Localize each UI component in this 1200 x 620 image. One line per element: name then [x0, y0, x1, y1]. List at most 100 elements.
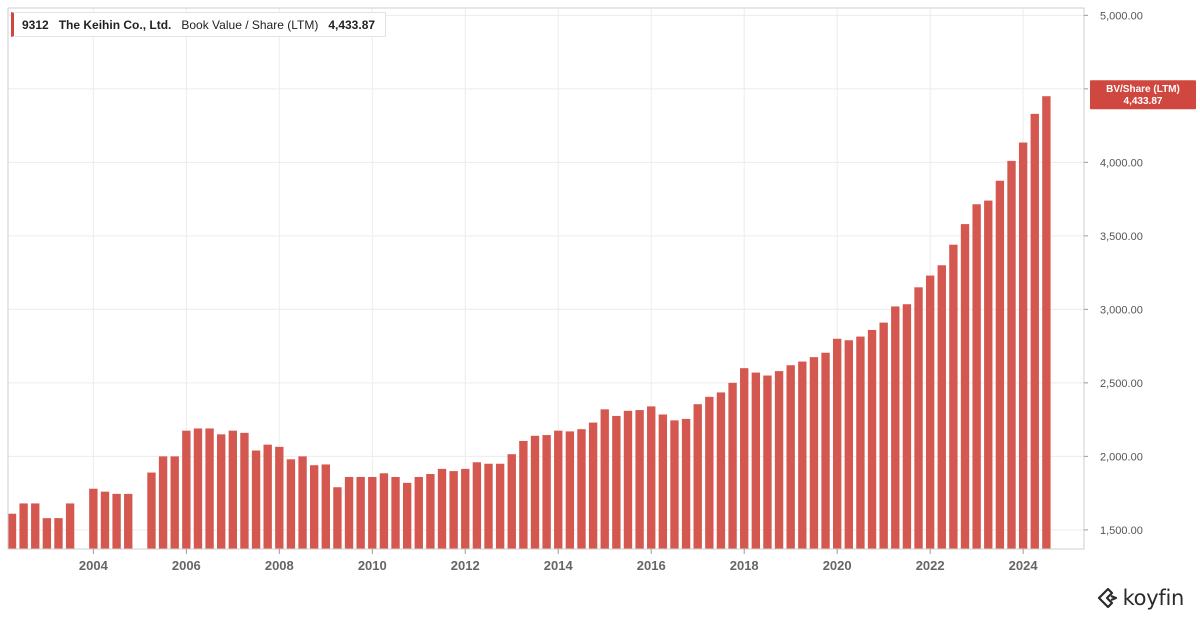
bar[interactable]: [89, 488, 98, 549]
bar[interactable]: [821, 352, 830, 549]
bar[interactable]: [31, 503, 40, 549]
bar[interactable]: [263, 444, 272, 549]
bar[interactable]: [565, 431, 575, 549]
bar[interactable]: [763, 375, 772, 549]
bar[interactable]: [42, 518, 52, 549]
bar[interactable]: [240, 432, 249, 549]
bar[interactable]: [914, 287, 923, 549]
bar[interactable]: [484, 463, 493, 549]
bar[interactable]: [275, 446, 284, 549]
bar[interactable]: [1018, 142, 1028, 549]
bar[interactable]: [751, 372, 761, 549]
bar[interactable]: [716, 392, 726, 549]
bar[interactable]: [217, 434, 226, 549]
bar[interactable]: [1030, 113, 1039, 549]
bar[interactable]: [623, 410, 633, 549]
bar[interactable]: [705, 396, 714, 549]
bar[interactable]: [937, 265, 946, 549]
bar[interactable]: [879, 322, 888, 549]
bar[interactable]: [530, 435, 540, 549]
bar[interactable]: [984, 200, 993, 550]
bar[interactable]: [54, 518, 63, 549]
bar[interactable]: [228, 430, 238, 549]
bar[interactable]: [449, 471, 458, 549]
legend-value: 4,433.87: [328, 17, 376, 32]
bar[interactable]: [100, 491, 110, 549]
bar[interactable]: [333, 487, 342, 549]
bar[interactable]: [891, 306, 900, 549]
bar[interactable]: [542, 435, 551, 549]
bar[interactable]: [402, 482, 412, 549]
bar[interactable]: [774, 371, 784, 549]
bar[interactable]: [147, 472, 156, 549]
y-tick-label: 3,000.00: [1100, 304, 1143, 316]
x-tick-label: 2024: [1009, 558, 1039, 573]
bar[interactable]: [740, 368, 749, 549]
bar[interactable]: [19, 503, 28, 549]
bar[interactable]: [495, 463, 505, 549]
bar[interactable]: [856, 336, 865, 549]
bar[interactable]: [344, 476, 354, 549]
bar-series: [7, 96, 1051, 550]
bar[interactable]: [472, 462, 482, 549]
bar[interactable]: [507, 454, 516, 549]
bar[interactable]: [368, 476, 377, 549]
bar[interactable]: [798, 361, 807, 549]
bar[interactable]: [321, 464, 330, 549]
bar[interactable]: [612, 415, 621, 549]
bar[interactable]: [681, 418, 691, 549]
koyfin-logo[interactable]: koyfin: [1097, 586, 1184, 610]
bar[interactable]: [844, 340, 853, 549]
bar[interactable]: [670, 420, 679, 549]
bar[interactable]: [1007, 160, 1016, 550]
bar[interactable]: [182, 430, 191, 549]
bar[interactable]: [170, 456, 179, 549]
bar[interactable]: [867, 329, 877, 549]
bar[interactable]: [647, 406, 656, 549]
bar[interactable]: [519, 440, 528, 549]
legend-company: The Keihin Co., Ltd.: [58, 17, 172, 32]
bar[interactable]: [65, 503, 75, 549]
bar[interactable]: [693, 404, 702, 549]
bar[interactable]: [960, 224, 970, 550]
bar[interactable]: [461, 468, 470, 549]
bar[interactable]: [1042, 96, 1051, 550]
bar[interactable]: [437, 468, 447, 549]
bar[interactable]: [426, 474, 435, 549]
y-tick-label: 4,000.00: [1100, 157, 1143, 169]
y-tick-label: 5,000.00: [1100, 10, 1143, 22]
bar[interactable]: [414, 476, 423, 549]
bar[interactable]: [251, 450, 261, 549]
x-tick-label: 2012: [451, 558, 480, 573]
bar[interactable]: [809, 357, 819, 549]
bar[interactable]: [658, 414, 668, 549]
bar[interactable]: [205, 428, 214, 549]
bar[interactable]: [635, 410, 644, 549]
bar[interactable]: [995, 180, 1005, 549]
bar[interactable]: [786, 365, 795, 549]
bar[interactable]: [902, 304, 912, 549]
bar[interactable]: [949, 244, 958, 549]
bar[interactable]: [158, 456, 168, 549]
legend[interactable]: 9312 The Keihin Co., Ltd. Book Value / S…: [11, 12, 387, 37]
bar[interactable]: [112, 493, 121, 549]
bar[interactable]: [588, 422, 598, 549]
bar[interactable]: [728, 382, 737, 549]
bar[interactable]: [554, 430, 563, 549]
bar[interactable]: [925, 275, 935, 549]
bar[interactable]: [600, 409, 609, 549]
bar[interactable]: [286, 459, 296, 549]
bar[interactable]: [391, 476, 400, 549]
bar[interactable]: [577, 429, 586, 549]
bar[interactable]: [193, 428, 203, 549]
bar[interactable]: [7, 513, 17, 549]
bar[interactable]: [309, 465, 319, 549]
bar[interactable]: [379, 473, 389, 549]
bar[interactable]: [356, 476, 365, 549]
x-tick-label: 2004: [79, 558, 109, 573]
bar[interactable]: [124, 493, 133, 549]
bar[interactable]: [298, 456, 307, 549]
bar[interactable]: [832, 338, 842, 549]
bar[interactable]: [972, 204, 981, 549]
